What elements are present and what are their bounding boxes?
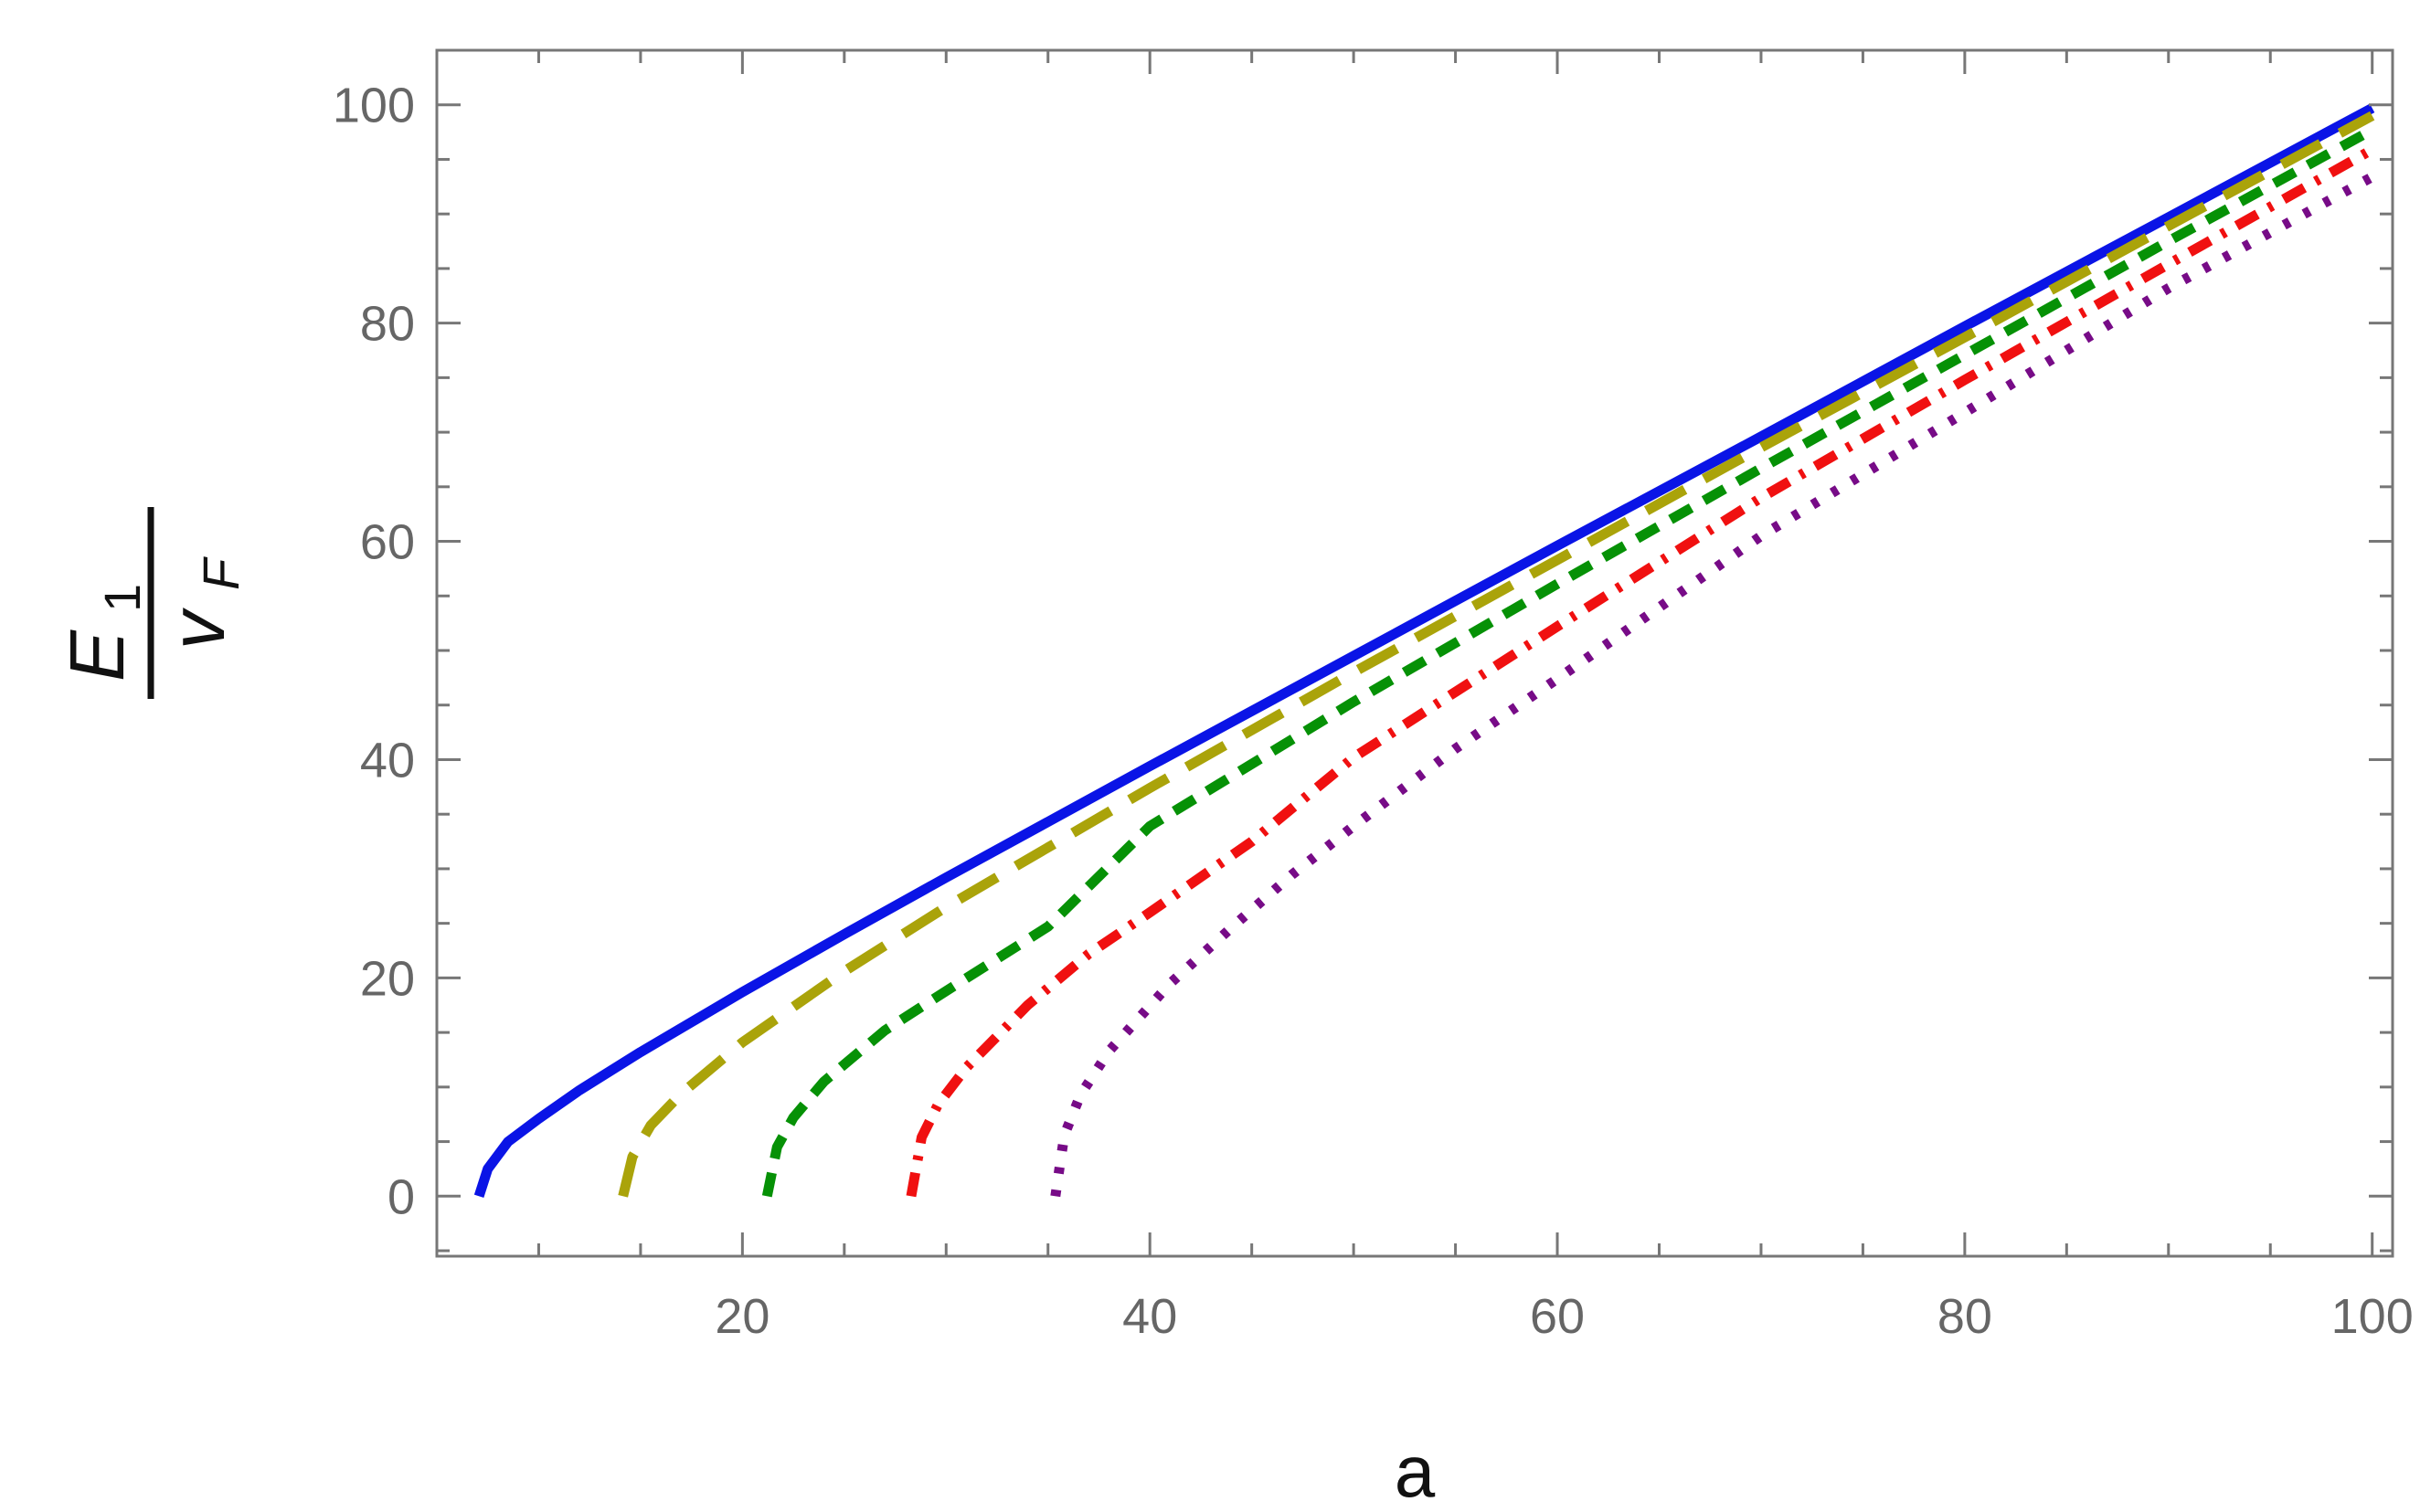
x-tick-label: 20: [715, 1289, 770, 1344]
y-title-numerator-subscript: 1: [93, 584, 151, 612]
y-tick-label: 60: [360, 515, 415, 570]
series-line-2: [618, 111, 2375, 1198]
y-title-numerator: E: [54, 629, 140, 682]
y-title-denominator-subscript: F: [192, 556, 249, 590]
x-axis-title: a: [1395, 1431, 1436, 1512]
series-line-3: [761, 125, 2375, 1198]
y-tick-label: 0: [387, 1169, 415, 1224]
y-axis-title: E 1 v F: [54, 507, 249, 699]
series-line-4: [906, 144, 2375, 1198]
x-tick-label: 80: [1937, 1289, 1992, 1344]
y-tick-label: 20: [360, 951, 415, 1006]
y-tick-label: 80: [360, 297, 415, 352]
y-title-denominator: v: [154, 607, 240, 650]
y-tick-label: 100: [333, 79, 415, 133]
plot-frame: [435, 48, 2394, 1258]
series-layer: [473, 103, 2375, 1198]
series-line-5: [1050, 172, 2375, 1198]
x-tick-label: 60: [1530, 1289, 1585, 1344]
x-tick-label: 100: [2331, 1289, 2414, 1344]
series-line-1: [473, 103, 2375, 1198]
ticks-layer: 20 40 60 80 100 0 20 40 60 80 100: [333, 48, 2414, 1344]
x-tick-label: 40: [1122, 1289, 1177, 1344]
y-tick-label: 40: [360, 733, 415, 788]
